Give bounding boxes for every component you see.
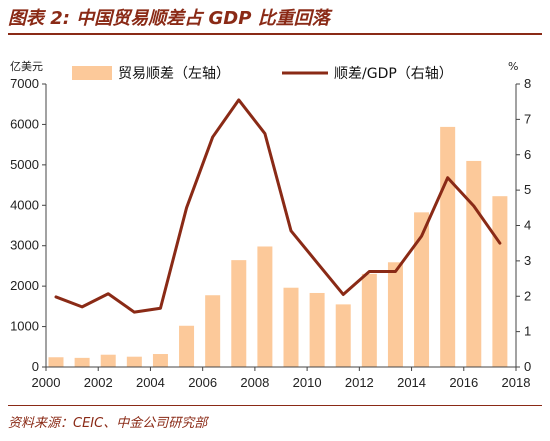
bar [387, 262, 403, 367]
x-tick-label: 2016 [449, 375, 478, 390]
legend: 贸易顺差（左轴） 顺差/GDP（右轴） [72, 66, 453, 82]
title-divider [8, 33, 542, 35]
source-note: 资料来源：CEIC、中金公司研究部 [8, 416, 208, 431]
right-tick-label: 4 [524, 218, 531, 233]
chart-background [46, 84, 516, 367]
right-tick-label: 6 [524, 147, 531, 162]
bar [492, 196, 508, 367]
left-tick-label: 5000 [10, 157, 39, 172]
bar [440, 126, 456, 367]
right-tick-label: 7 [524, 111, 531, 126]
bar [179, 325, 195, 367]
right-tick-label: 3 [524, 253, 531, 268]
footer-divider [8, 405, 542, 406]
right-axis-unit: % [508, 60, 518, 73]
right-tick-label: 0 [524, 359, 531, 374]
bar [466, 160, 482, 367]
x-tick-label: 2006 [188, 375, 217, 390]
x-tick-label: 2008 [240, 375, 269, 390]
x-tick-label: 2014 [397, 375, 426, 390]
right-tick-label: 8 [524, 76, 531, 91]
bar [414, 212, 430, 367]
x-tick-label: 2004 [136, 375, 165, 390]
left-axis-unit: 亿美元 [10, 60, 43, 73]
left-tick-label: 3000 [10, 238, 39, 253]
x-tick-label: 2012 [345, 375, 374, 390]
bar [100, 354, 116, 367]
bar [205, 295, 221, 367]
left-tick-label: 7000 [10, 76, 39, 91]
ratio-line [54, 98, 502, 314]
bar [257, 246, 273, 367]
bar [231, 260, 247, 367]
x-tick-label: 2018 [502, 375, 531, 390]
right-tick-label: 5 [524, 182, 531, 197]
line-series [54, 98, 502, 314]
bar [152, 354, 168, 367]
right-tick-label: 2 [524, 288, 531, 303]
bar [74, 357, 90, 367]
bar [361, 273, 377, 367]
x-tick-label: 2002 [84, 375, 113, 390]
bar [48, 357, 64, 367]
x-tick-label: 2000 [32, 375, 61, 390]
axes: 0 1000 2000 3000 4000 5000 6000 7000 0 1 2 3 4 5 6 7 8 亿美… [10, 60, 531, 390]
bar [126, 356, 142, 367]
bar [335, 304, 351, 367]
legend-line-label: 顺差/GDP（右轴） [334, 66, 453, 82]
legend-bar-label: 贸易顺差（左轴） [118, 66, 230, 82]
left-tick-label: 1000 [10, 319, 39, 334]
left-tick-label: 2000 [10, 278, 39, 293]
x-tick-label: 2010 [293, 375, 322, 390]
bar [309, 292, 325, 367]
left-tick-label: 0 [32, 359, 39, 374]
plot-area [46, 84, 516, 367]
chart-title: 图表 2: 中国贸易顺差占 GDP 比重回落 [8, 8, 330, 29]
left-tick-label: 4000 [10, 197, 39, 212]
left-tick-label: 6000 [10, 116, 39, 131]
legend-bar-swatch [72, 66, 112, 80]
bar [283, 287, 299, 367]
right-tick-label: 1 [524, 324, 531, 339]
bar-series [48, 126, 508, 367]
